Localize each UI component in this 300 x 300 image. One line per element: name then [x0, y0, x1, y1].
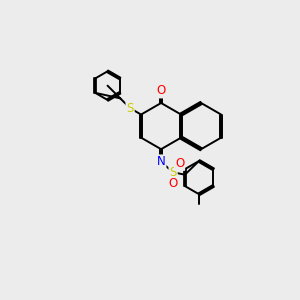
- Text: S: S: [169, 166, 177, 179]
- Text: N: N: [157, 155, 166, 168]
- Text: O: O: [157, 85, 166, 98]
- Text: S: S: [126, 102, 134, 115]
- Text: O: O: [169, 177, 178, 190]
- Text: O: O: [175, 157, 184, 170]
